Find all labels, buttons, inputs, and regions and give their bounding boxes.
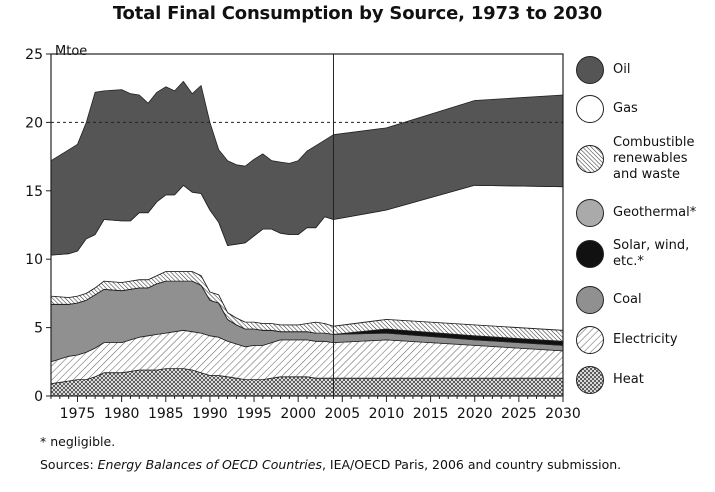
y-tick-label: 15 — [25, 184, 43, 200]
combustible-renewables-swatch — [576, 145, 604, 173]
y-tick-label: 5 — [34, 321, 43, 337]
x-tick-label: 2015 — [413, 406, 449, 422]
legend-item-crw: Combustible renewables and waste — [575, 135, 695, 183]
chart-title: Total Final Consumption by Source, 1973 … — [112, 3, 603, 24]
legend-item-geo: Geothermal* — [575, 198, 696, 228]
legend-label: Oil — [613, 62, 631, 77]
legend-item-coal: Coal — [575, 285, 642, 315]
sources-note: Sources: Energy Balances of OECD Countri… — [40, 457, 621, 472]
y-tick-label: 0 — [34, 389, 43, 405]
x-tick-label: 1995 — [236, 406, 272, 422]
solar-wind-swatch — [576, 240, 604, 268]
electricity-swatch — [576, 326, 604, 354]
x-tick-label: 1985 — [148, 406, 184, 422]
sources-prefix: Sources: — [40, 457, 98, 472]
legend-label: Geothermal* — [613, 205, 697, 220]
legend-label: Gas — [613, 101, 638, 116]
legend-item-elec: Electricity — [575, 325, 678, 355]
legend-label: Combustible renewables and waste — [613, 135, 695, 182]
y-axis-label: Mtoe — [55, 44, 87, 59]
legend-item-heat: Heat — [575, 365, 644, 395]
legend-label: Coal — [613, 292, 642, 307]
x-tick-label: 1990 — [192, 406, 228, 422]
y-tick-label: 10 — [25, 252, 43, 268]
legend-label: Electricity — [613, 332, 678, 347]
legend-label: Heat — [613, 372, 644, 387]
x-tick-label: 2010 — [369, 406, 405, 422]
heat-swatch — [576, 366, 604, 394]
footnote: * negligible. — [40, 434, 116, 449]
x-tick-label: 1975 — [60, 406, 96, 422]
x-tick-label: 2030 — [545, 406, 581, 422]
x-tick-label: 1980 — [104, 406, 140, 422]
x-tick-label: 2020 — [457, 406, 493, 422]
sources-title: Energy Balances of OECD Countries — [97, 457, 322, 472]
x-tick-label: 2000 — [280, 406, 316, 422]
geothermal-swatch — [576, 199, 604, 227]
legend-label: Solar, wind, etc.* — [613, 238, 690, 269]
sources-suffix: , IEA/OECD Paris, 2006 and country submi… — [321, 457, 622, 472]
legend-item-solar: Solar, wind, etc.* — [575, 238, 689, 270]
y-tick-label: 25 — [25, 47, 43, 63]
x-tick-label: 2025 — [501, 406, 537, 422]
legend-item-gas: Gas — [575, 94, 638, 124]
gas-swatch — [576, 95, 604, 123]
legend-item-oil: Oil — [575, 55, 630, 85]
oil-swatch — [576, 56, 604, 84]
y-tick-label: 20 — [25, 115, 43, 131]
x-tick-label: 2005 — [324, 406, 360, 422]
coal-swatch — [576, 286, 604, 314]
